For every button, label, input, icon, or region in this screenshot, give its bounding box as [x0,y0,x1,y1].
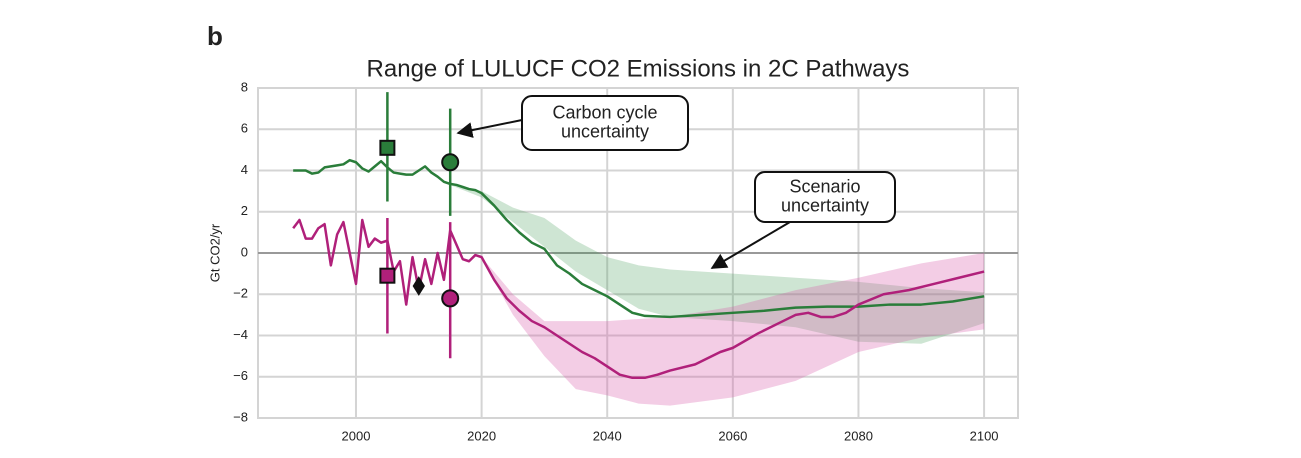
annotation-text: Scenario [789,176,860,196]
point [379,267,396,284]
x-tick-label: 2100 [970,428,999,443]
y-tick-label: −2 [233,286,248,301]
point [441,289,460,308]
y-tick-label: 4 [241,162,248,177]
y-tick-label: −6 [233,368,248,383]
annotation-box [521,95,689,151]
annotation-arrow [710,221,791,269]
panel-label: b [207,21,223,51]
x-tick-label: 2040 [593,428,622,443]
point [441,153,460,172]
annotation-text: Carbon cycle [552,102,657,122]
point [412,276,425,296]
x-tick-label: 2080 [844,428,873,443]
point [379,139,396,156]
y-tick-label: 6 [241,121,248,136]
y-tick-label: 2 [241,203,248,218]
annotation-arrow [456,119,523,138]
annotation-text: uncertainty [781,195,869,215]
x-tick-label: 2000 [342,428,371,443]
y-tick-label: 0 [241,244,248,259]
chart-title: Range of LULUCF CO2 Emissions in 2C Path… [367,55,910,82]
x-tick-label: 2020 [467,428,496,443]
y-tick-label: −8 [233,409,248,424]
uncertainty-band [450,182,985,344]
y-tick-label: −4 [233,327,248,342]
line [292,218,985,380]
annotation-box [754,171,896,223]
y-tick-label: 8 [241,79,248,94]
x-tick-label: 2060 [718,428,747,443]
y-axis-label: Gt CO2/yr [207,223,222,282]
line [293,158,985,319]
annotation-text: uncertainty [561,121,649,141]
